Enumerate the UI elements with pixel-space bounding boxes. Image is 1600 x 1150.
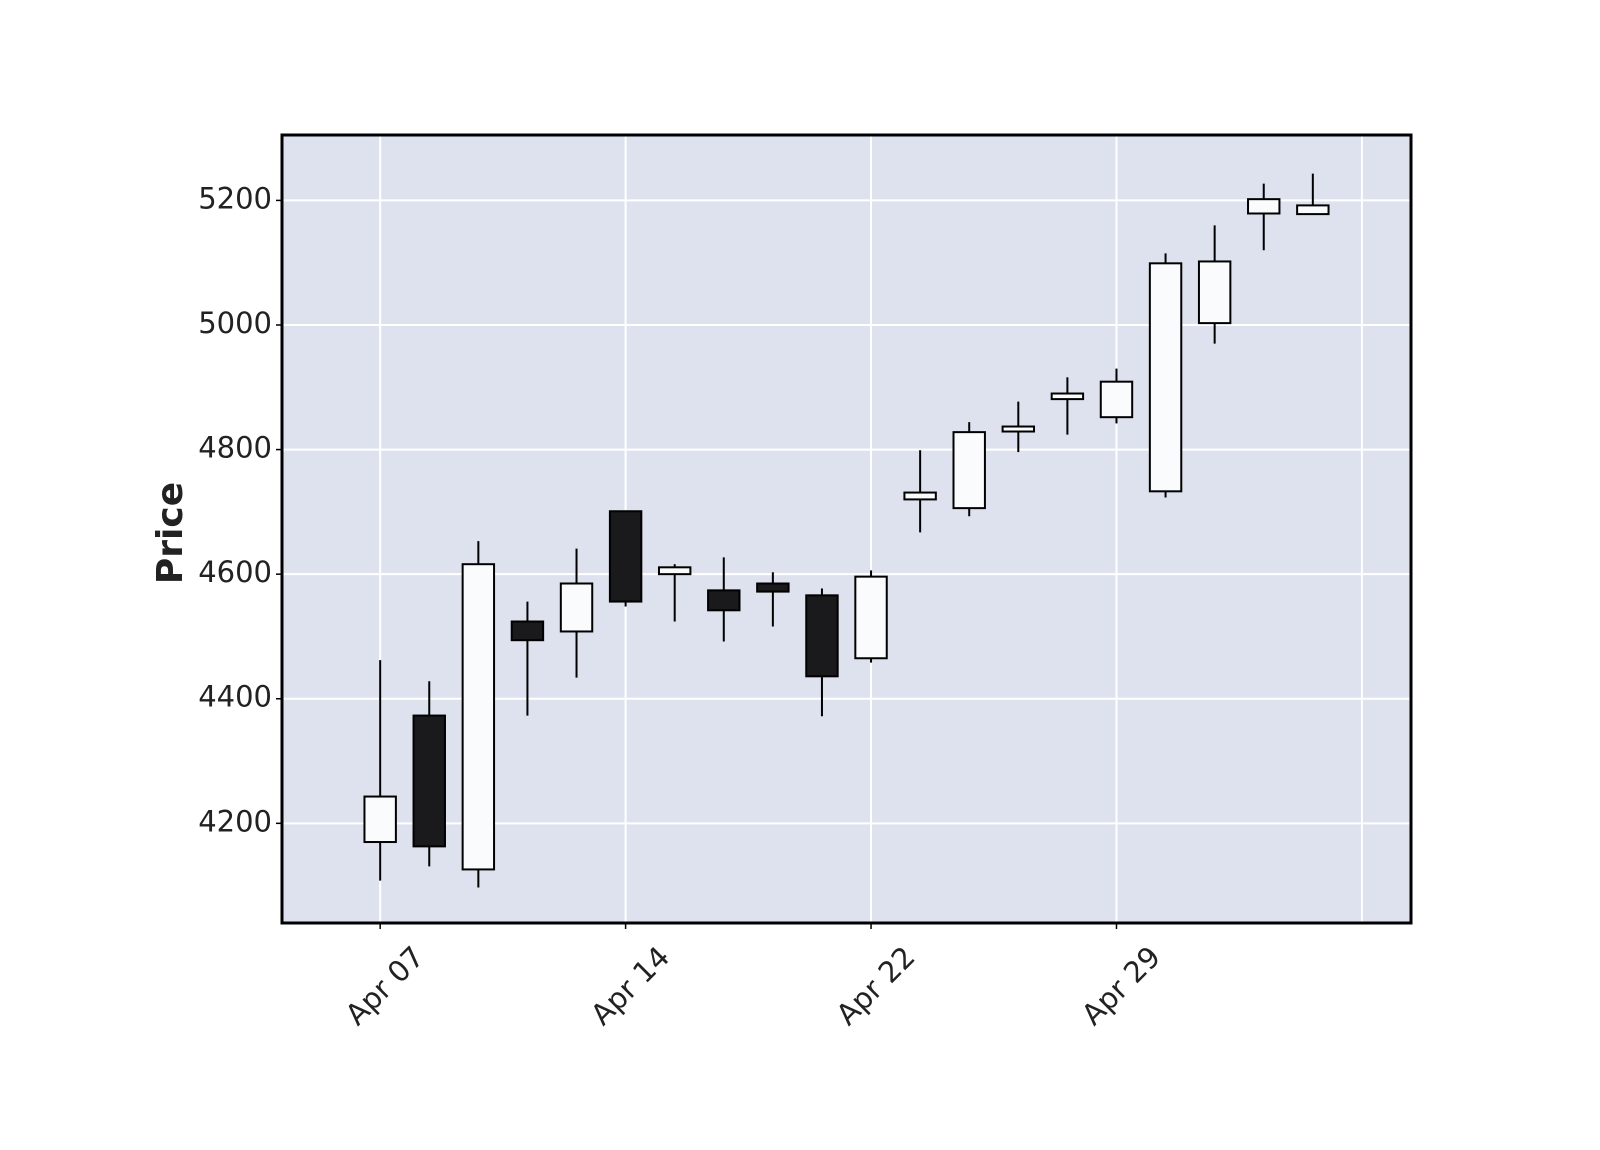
candle-body bbox=[412, 714, 446, 848]
y-tick-label: 4200 bbox=[198, 804, 272, 838]
candle-body bbox=[1050, 392, 1085, 401]
x-tick-label: Apr 22 bbox=[830, 940, 922, 1032]
candle-body bbox=[657, 566, 692, 576]
y-tick-label: 4400 bbox=[198, 680, 272, 714]
candle-body bbox=[756, 582, 790, 593]
candle-body bbox=[559, 582, 594, 633]
candle-body bbox=[363, 795, 397, 844]
candle-body bbox=[707, 589, 741, 612]
candle-body bbox=[510, 620, 545, 642]
candle-body bbox=[805, 594, 839, 678]
y-tick-label: 5200 bbox=[198, 181, 272, 215]
plot-frame bbox=[280, 133, 1413, 925]
x-tick-label: Apr 07 bbox=[339, 940, 431, 1032]
y-tick-label: 4600 bbox=[198, 555, 272, 589]
candle-body bbox=[608, 510, 643, 603]
candle-body bbox=[1296, 204, 1330, 216]
candle-body bbox=[854, 575, 888, 660]
x-tick-label: Apr 14 bbox=[584, 940, 676, 1032]
candle-body bbox=[1099, 380, 1134, 419]
plot-background bbox=[282, 135, 1411, 923]
candle-body bbox=[1197, 260, 1232, 325]
candle-body bbox=[903, 491, 937, 501]
candle-body bbox=[1247, 198, 1281, 215]
candle-body bbox=[952, 431, 986, 510]
candle-body bbox=[1148, 262, 1183, 493]
y-tick-label: 5000 bbox=[198, 306, 272, 340]
y-tick-label: 4800 bbox=[198, 431, 272, 465]
x-tick-label: Apr 29 bbox=[1075, 940, 1167, 1032]
y-axis-label: Price bbox=[150, 482, 191, 584]
candle-body bbox=[461, 563, 496, 871]
candle-body bbox=[1001, 425, 1036, 433]
